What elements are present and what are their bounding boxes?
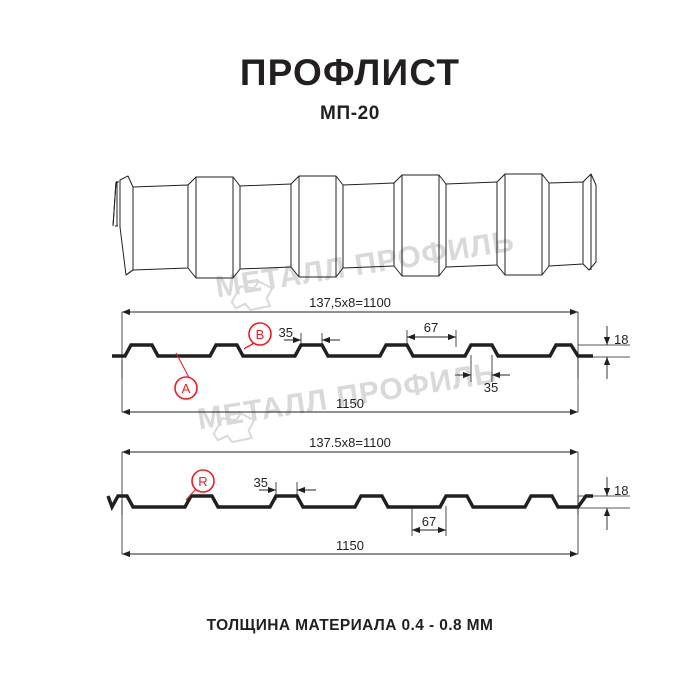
dimension-height-2: 18 xyxy=(578,477,630,530)
dimension-67-bottom-2: 67 xyxy=(411,506,447,536)
dimension-top-width-1: 137,5x8=1100 xyxy=(122,295,578,316)
dimension-35-top-2: 35 xyxy=(254,475,316,500)
isometric-sheet-view xyxy=(112,173,597,279)
product-code: МП-20 xyxy=(320,103,380,124)
callout-b: B xyxy=(243,322,272,350)
dimension-height-1: 18 xyxy=(578,326,630,379)
dimension-top-width-2: 137.5x8=1100 xyxy=(122,435,578,456)
dimension-bottom-width-1: 1150 xyxy=(122,396,578,416)
dimension-35-bottom-1-label: 35 xyxy=(484,380,498,395)
dimension-35-top-label: 35 xyxy=(279,325,293,340)
dimension-67-top: 67 xyxy=(406,320,457,347)
dimension-35-bottom-1: 35 xyxy=(455,355,510,395)
page-title: ПРОФЛИСТ xyxy=(239,52,461,93)
profile-outline-bottom xyxy=(106,494,593,512)
dimension-35-top: 35 xyxy=(279,325,340,348)
dimension-bottom-width-1-label: 1150 xyxy=(336,396,364,411)
dimension-35-top-2-label: 35 xyxy=(254,475,268,490)
dimension-67-top-label: 67 xyxy=(424,320,438,335)
material-thickness-note: ТОЛЩИНА МАТЕРИАЛА 0.4 - 0.8 ММ xyxy=(206,617,494,634)
dimension-top-width-2-label: 137.5x8=1100 xyxy=(309,435,391,450)
dimension-top-width-1-label: 137,5x8=1100 xyxy=(309,295,391,310)
dimension-height-2-label: 18 xyxy=(614,483,628,498)
dimension-67-bottom-2-label: 67 xyxy=(422,514,436,529)
callout-r: R xyxy=(185,469,215,501)
watermark-logo-1 xyxy=(230,280,274,312)
callout-a: A xyxy=(174,352,198,400)
section-bottom-group: 137.5x8=1100 1150 35 67 xyxy=(106,435,630,558)
callout-a-label: A xyxy=(182,381,191,396)
dimension-height-1-label: 18 xyxy=(614,332,628,347)
callout-b-label: B xyxy=(256,327,265,342)
dimension-bottom-width-2: 1150 xyxy=(122,538,578,558)
section-top-group: 137,5x8=1100 1150 35 67 xyxy=(112,295,630,416)
watermark-logo-2 xyxy=(212,412,256,444)
title-block: ПРОФЛИСТ МП-20 xyxy=(0,52,700,125)
dimension-bottom-width-2-label: 1150 xyxy=(336,538,364,553)
profile-outline-top xyxy=(112,343,593,358)
callout-r-label: R xyxy=(198,474,207,489)
